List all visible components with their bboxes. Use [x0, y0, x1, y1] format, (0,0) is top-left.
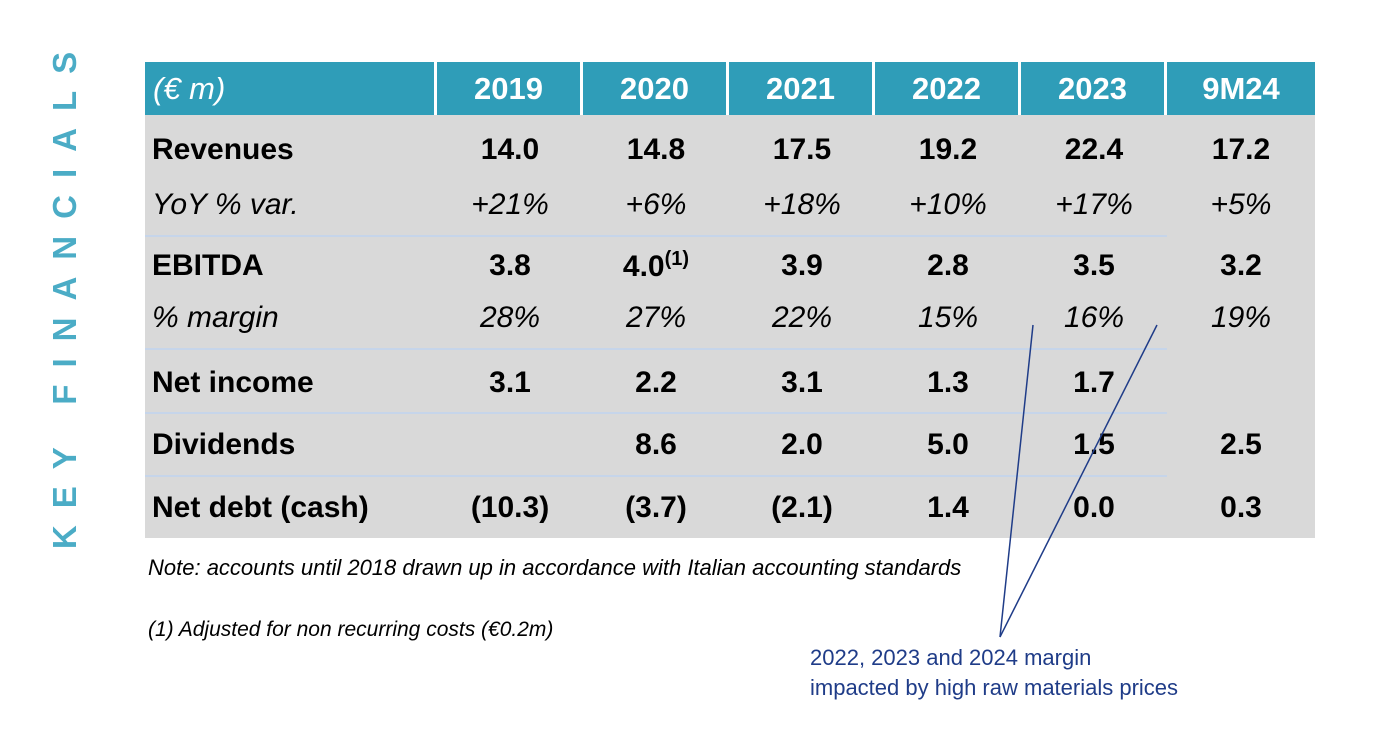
cell: 2.8 [927, 249, 969, 282]
row-label: Revenues [152, 133, 294, 166]
cell: +6% [625, 188, 687, 221]
cell: (2.1) [771, 491, 833, 524]
cell: (10.3) [470, 491, 550, 524]
cell: 1.7 [1073, 366, 1115, 399]
annotation: impacted by high raw materials prices [810, 675, 1179, 700]
cell: 22.4 [1064, 133, 1124, 166]
cell: 14.8 [626, 133, 686, 166]
footnote: (1) Adjusted for non recurring costs (€0… [148, 618, 554, 641]
row-label: YoY % var. [152, 188, 299, 221]
cell: 3.2 [1220, 249, 1262, 282]
header-cell: 2019 [437, 62, 580, 115]
cell: 2.0 [781, 428, 823, 461]
cell: 2.2 [635, 366, 677, 399]
cell: 0.3 [1220, 491, 1262, 524]
cell: 1.5 [1073, 428, 1115, 461]
cell: 3.8 [489, 249, 531, 282]
cell: 8.6 [635, 428, 677, 461]
row-separator [145, 412, 1167, 414]
cell: 19% [1210, 301, 1272, 334]
row-label: % margin [152, 301, 279, 334]
cell: +10% [909, 188, 987, 221]
row-label: Net debt (cash) [152, 491, 369, 524]
annotation: 2022, 2023 and 2024 margin [810, 645, 1092, 670]
cell: 4.0(1) [622, 248, 690, 283]
header-cell: (€ m) [145, 62, 434, 115]
cell: 5.0 [927, 428, 969, 461]
cell: (3.7) [625, 491, 687, 524]
cell: 16% [1063, 301, 1125, 334]
row-label: Dividends [152, 428, 296, 461]
row-label: EBITDA [152, 249, 264, 282]
cell: 3.1 [489, 366, 531, 399]
cell: 3.5 [1073, 249, 1115, 282]
note: Note: accounts until 2018 drawn up in ac… [148, 555, 962, 580]
header-cell: 2022 [875, 62, 1018, 115]
header-cell: 2023 [1021, 62, 1164, 115]
row-label: Net income [152, 366, 314, 399]
row-separator [145, 348, 1167, 350]
cell: +18% [763, 188, 841, 221]
cell: 17.5 [772, 133, 832, 166]
cell: 19.2 [918, 133, 978, 166]
cell: 28% [479, 301, 541, 334]
table-body [145, 115, 1315, 538]
cell: 15% [917, 301, 979, 334]
row-separator [145, 475, 1167, 477]
pointer-line [999, 324, 1158, 638]
cell: 22% [771, 301, 833, 334]
cell: 1.3 [927, 366, 969, 399]
cell: 27% [625, 301, 687, 334]
cell: 3.1 [781, 366, 823, 399]
header-cell: 2021 [729, 62, 872, 115]
cell: 1.4 [927, 491, 969, 524]
cell: +5% [1210, 188, 1272, 221]
cell: 2.5 [1220, 428, 1262, 461]
cell: 17.2 [1211, 133, 1271, 166]
row-separator [145, 235, 1167, 237]
pointer-line [999, 324, 1034, 638]
superscript: (1) [664, 248, 690, 270]
cell: +21% [471, 188, 549, 221]
cell: 0.0 [1073, 491, 1115, 524]
cell: 3.9 [781, 249, 823, 282]
header-cell: 2020 [583, 62, 726, 115]
cell: 14.0 [480, 133, 540, 166]
header-cell: 9M24 [1167, 62, 1315, 115]
cell: +17% [1055, 188, 1133, 221]
